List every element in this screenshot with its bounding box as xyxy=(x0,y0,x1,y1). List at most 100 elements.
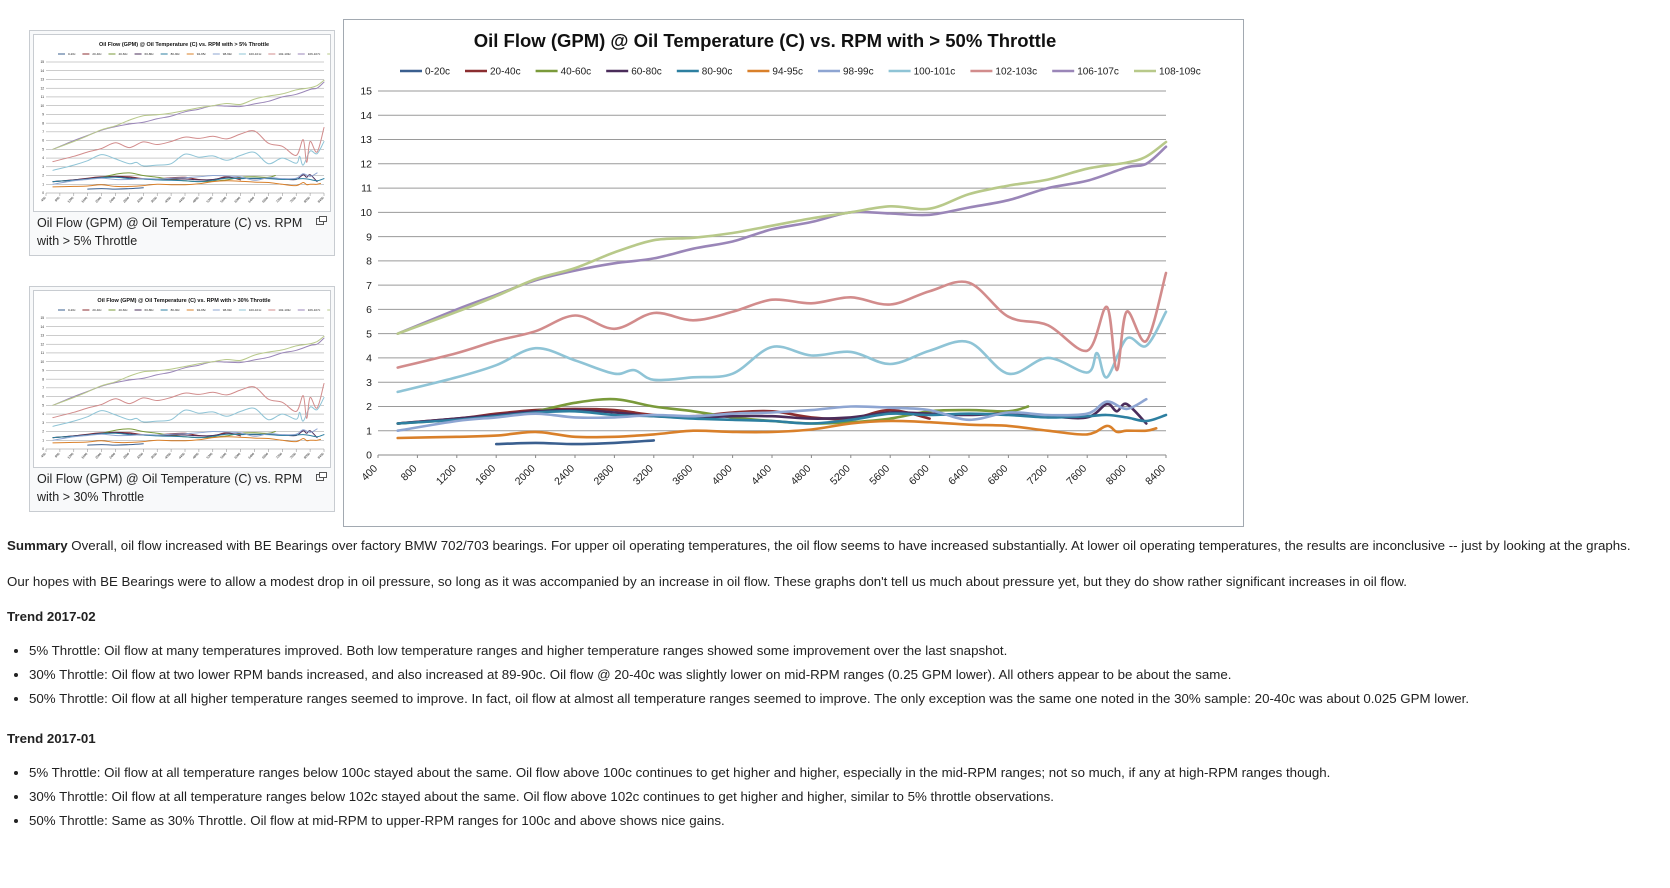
y-tick-label: 9 xyxy=(42,113,44,117)
x-tick-label: 1600 xyxy=(473,463,498,488)
x-tick-label: 2000 xyxy=(94,196,102,204)
x-tick-label: 400 xyxy=(40,452,47,459)
thumbnail-30pct-caption: Oil Flow (GPM) @ Oil Temperature (C) vs.… xyxy=(33,468,331,508)
series-line xyxy=(52,432,325,439)
y-tick-label: 12 xyxy=(360,158,372,170)
x-tick-label: 2400 xyxy=(108,196,116,204)
x-tick-label: 7600 xyxy=(289,196,297,204)
list-item: 5% Throttle: Oil flow at all temperature… xyxy=(29,763,1662,784)
thumbnail-30pct[interactable]: Oil Flow (GPM) @ Oil Temperature (C) vs.… xyxy=(29,286,350,512)
x-tick-label: 4800 xyxy=(789,463,814,488)
x-tick-label: 6000 xyxy=(907,463,932,488)
x-tick-label: 3200 xyxy=(631,463,656,488)
x-tick-label: 3600 xyxy=(670,463,695,488)
legend-label: 98-99c xyxy=(223,52,233,56)
y-tick-label: 8 xyxy=(366,256,372,268)
x-tick-label: 1200 xyxy=(434,463,459,488)
x-tick-label: 4400 xyxy=(178,452,186,460)
series-line xyxy=(52,180,321,188)
legend-label: 98-99c xyxy=(223,308,233,312)
x-tick-label: 2800 xyxy=(122,196,130,204)
y-tick-label: 15 xyxy=(40,60,44,64)
y-tick-label: 9 xyxy=(366,231,372,243)
x-tick-label: 7200 xyxy=(275,196,283,204)
y-tick-label: 14 xyxy=(360,110,372,122)
series-line xyxy=(396,140,1168,335)
chart-title: Oil Flow (GPM) @ Oil Temperature (C) vs.… xyxy=(99,42,269,48)
legend-label: 40-60c xyxy=(118,52,128,56)
x-tick-label: 3600 xyxy=(150,452,158,460)
series-line xyxy=(52,127,325,163)
x-tick-label: 1600 xyxy=(81,196,89,204)
x-tick-label: 2000 xyxy=(94,452,102,460)
legend-label: 60-80c xyxy=(631,67,662,78)
x-tick-label: 800 xyxy=(399,463,420,484)
legend-label: 94-95c xyxy=(772,67,803,78)
y-tick-label: 14 xyxy=(40,325,44,329)
x-tick-label: 6800 xyxy=(261,196,269,204)
x-tick-label: 7200 xyxy=(275,452,283,460)
series-line xyxy=(396,271,1168,372)
x-tick-label: 5600 xyxy=(867,463,892,488)
trend-2017-01-heading: Trend 2017-01 xyxy=(7,731,96,746)
y-tick-label: 3 xyxy=(42,421,44,425)
legend-label: 106-107c xyxy=(1077,67,1119,78)
series-line xyxy=(52,79,325,150)
x-tick-label: 6800 xyxy=(986,463,1011,488)
legend-label: 102-103c xyxy=(995,67,1037,78)
series-line xyxy=(52,141,325,171)
chart-title: Oil Flow (GPM) @ Oil Temperature (C) vs.… xyxy=(97,298,270,304)
x-tick-label: 8000 xyxy=(303,452,311,460)
series-line xyxy=(494,439,656,446)
x-tick-label: 1600 xyxy=(81,452,89,460)
y-tick-label: 9 xyxy=(42,369,44,373)
series-line xyxy=(52,172,318,185)
y-tick-label: 7 xyxy=(366,280,372,292)
series-line xyxy=(87,187,144,190)
y-tick-label: 3 xyxy=(366,377,372,389)
y-tick-label: 10 xyxy=(40,360,44,364)
series-line xyxy=(396,145,1168,335)
x-tick-label: 5600 xyxy=(220,196,228,204)
x-tick-label: 8400 xyxy=(1143,463,1168,488)
enlarge-icon[interactable] xyxy=(316,472,327,481)
y-tick-label: 15 xyxy=(40,316,44,320)
x-tick-label: 5200 xyxy=(206,452,214,460)
y-tick-label: 7 xyxy=(42,386,44,390)
series-line xyxy=(52,428,318,441)
enlarge-icon[interactable] xyxy=(316,216,327,225)
x-tick-label: 2800 xyxy=(592,463,617,488)
series-line xyxy=(52,337,325,406)
legend-label: 60-80c xyxy=(145,308,155,312)
legend-label: 40-60c xyxy=(118,308,128,312)
x-tick-label: 1200 xyxy=(67,196,75,204)
y-tick-label: 1 xyxy=(42,182,44,186)
series-line xyxy=(52,436,321,444)
y-tick-label: 12 xyxy=(40,86,44,90)
y-tick-label: 7 xyxy=(42,130,44,134)
x-tick-label: 800 xyxy=(54,452,61,459)
thumbnail-5pct-caption: Oil Flow (GPM) @ Oil Temperature (C) vs.… xyxy=(33,212,331,252)
thumbnail-5pct-image[interactable]: Oil Flow (GPM) @ Oil Temperature (C) vs.… xyxy=(33,34,350,212)
series-line xyxy=(87,443,144,446)
legend-label: 100-101c xyxy=(249,308,262,312)
legend-label: 40-60c xyxy=(561,67,592,78)
series-line xyxy=(52,335,325,406)
legend-label: 80-90c xyxy=(171,52,181,56)
y-tick-label: 4 xyxy=(42,412,44,416)
y-tick-label: 6 xyxy=(42,395,44,399)
x-tick-label: 6000 xyxy=(233,452,241,460)
y-tick-label: 1 xyxy=(42,438,44,442)
y-tick-label: 10 xyxy=(360,207,372,219)
y-tick-label: 6 xyxy=(42,139,44,143)
x-tick-label: 1200 xyxy=(67,452,75,460)
list-item: 30% Throttle: Oil flow at all temperatur… xyxy=(29,787,1662,808)
thumbnail-30pct-image[interactable]: Oil Flow (GPM) @ Oil Temperature (C) vs.… xyxy=(33,290,350,468)
legend-label: 98-99c xyxy=(843,67,874,78)
y-tick-label: 2 xyxy=(366,401,372,413)
y-tick-label: 5 xyxy=(42,147,44,151)
x-tick-label: 2800 xyxy=(122,452,130,460)
y-tick-label: 11 xyxy=(41,351,45,355)
thumbnail-5pct[interactable]: Oil Flow (GPM) @ Oil Temperature (C) vs.… xyxy=(29,30,350,256)
list-item: 5% Throttle: Oil flow at many temperatur… xyxy=(29,641,1662,662)
